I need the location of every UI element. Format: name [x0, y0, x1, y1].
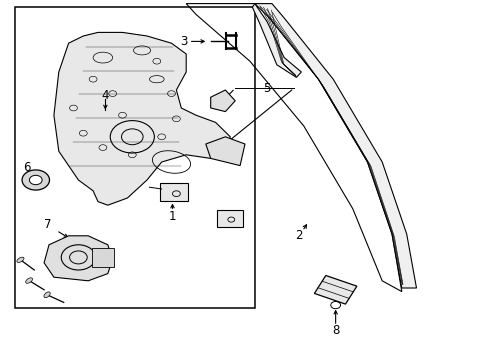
Text: 6: 6 [23, 161, 30, 174]
Polygon shape [44, 236, 113, 281]
Text: 4: 4 [101, 89, 109, 102]
Text: 3: 3 [180, 35, 188, 48]
Polygon shape [252, 4, 301, 77]
Polygon shape [54, 32, 230, 205]
Text: 5: 5 [263, 82, 271, 95]
FancyBboxPatch shape [217, 210, 243, 227]
Circle shape [22, 170, 49, 190]
Bar [315, 275, 357, 304]
Polygon shape [211, 90, 235, 112]
FancyBboxPatch shape [160, 183, 188, 201]
Ellipse shape [44, 292, 50, 298]
FancyBboxPatch shape [92, 248, 114, 267]
Bar [15, 7, 255, 308]
Text: 7: 7 [44, 219, 52, 231]
Text: 8: 8 [332, 324, 340, 337]
Text: 2: 2 [295, 229, 303, 242]
Text: 1: 1 [169, 210, 176, 222]
Circle shape [29, 175, 42, 185]
Polygon shape [206, 137, 245, 166]
Ellipse shape [25, 278, 32, 283]
Polygon shape [255, 4, 416, 288]
Ellipse shape [17, 257, 24, 262]
